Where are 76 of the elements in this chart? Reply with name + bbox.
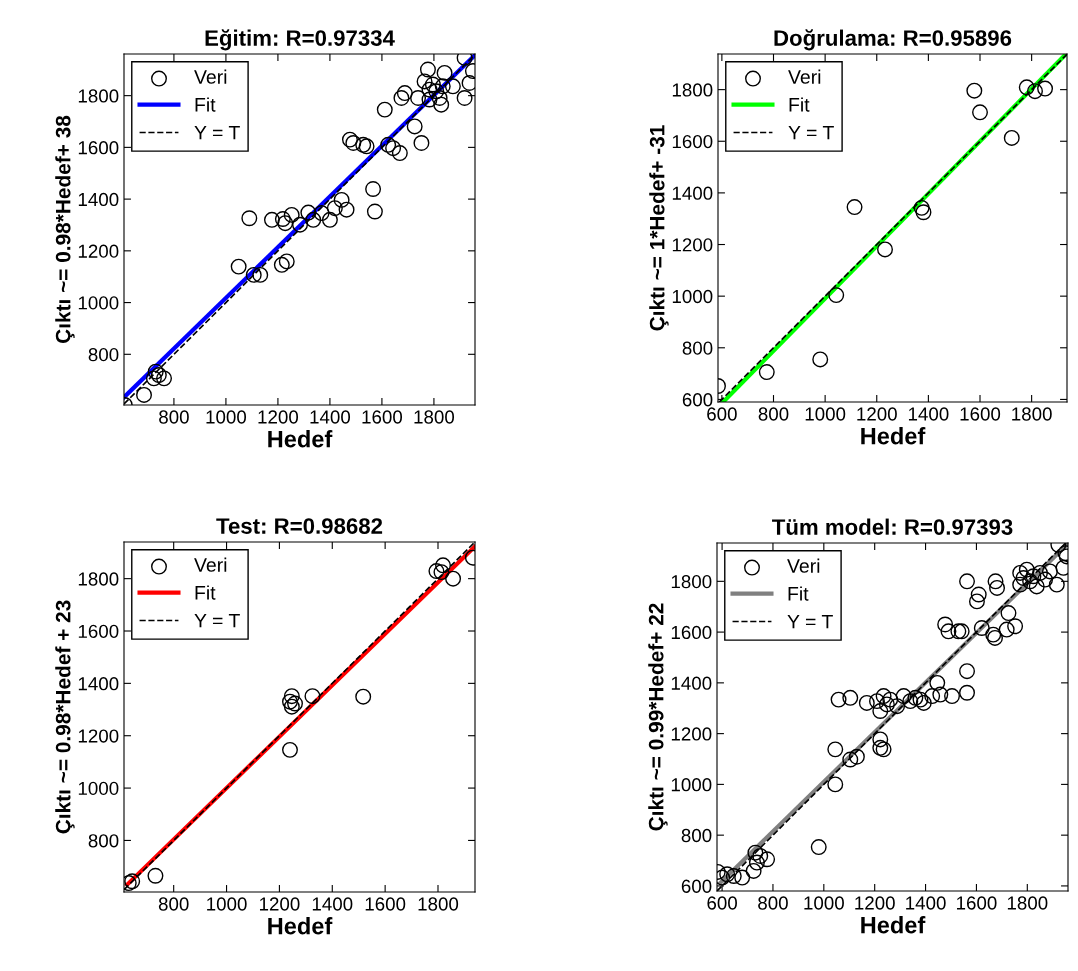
y-tick-label: 1200 — [672, 238, 713, 252]
y-tick-label: 1600 — [671, 625, 712, 640]
y-tick-label: 1800 — [78, 572, 119, 586]
y-tick-label: 1600 — [78, 624, 119, 638]
x-tick-label: 600 — [707, 407, 737, 421]
x-tick-label: 1400 — [908, 407, 949, 421]
x-axis-title: Hedef — [268, 430, 333, 448]
x-tick-label: 1800 — [418, 897, 459, 911]
chart-title: Doğrulama: R=0.95896 — [774, 29, 1012, 51]
y-tick-label: 1200 — [671, 727, 712, 741]
x-tick-label: 1000 — [805, 407, 846, 421]
x-tick-label: 1200 — [855, 896, 895, 910]
legend-label: Veri — [194, 69, 227, 84]
y-tick-label: 1000 — [78, 781, 119, 796]
x-tick-label: 1000 — [206, 410, 247, 424]
y-tick-label: 800 — [681, 828, 712, 843]
x-tick-label: 1800 — [414, 410, 455, 424]
y-tick-label: 800 — [88, 834, 119, 848]
x-tick-label: 1800 — [1007, 896, 1048, 910]
y-tick-label: 600 — [682, 393, 713, 407]
legend-label: Veri — [194, 557, 227, 572]
x-tick-label: 1600 — [957, 896, 997, 910]
y-axis-title: Çıktı ~= 1*Hedef+ -31 — [649, 125, 669, 331]
chart-title: Tüm model: R=0.97393 — [772, 518, 1013, 535]
y-tick-label: 800 — [88, 348, 119, 362]
y-axis-title: Çıktı ~= 0.99*Hedef+ 22 — [648, 603, 668, 831]
legend-label: Y = T — [194, 125, 240, 140]
y-tick-label: 1400 — [672, 186, 713, 200]
legend-label: Veri — [788, 69, 821, 84]
y-tick-label: 1200 — [78, 244, 119, 258]
x-tick-label: 1400 — [906, 896, 946, 910]
x-tick-label: 1000 — [207, 897, 247, 911]
x-tick-label: 1400 — [312, 897, 353, 911]
x-tick-label: 1600 — [362, 410, 403, 424]
y-tick-label: 1000 — [671, 778, 712, 792]
x-tick-label: 1800 — [1012, 407, 1052, 421]
x-tick-label: 800 — [758, 407, 789, 421]
y-tick-label: 1000 — [672, 289, 713, 304]
y-tick-label: 1600 — [78, 141, 119, 155]
x-tick-label: 800 — [758, 896, 788, 910]
y-tick-label: 600 — [681, 879, 712, 893]
x-tick-label: 1400 — [310, 410, 351, 424]
legend-label: Fit — [789, 97, 810, 112]
x-tick-label: 1600 — [960, 407, 1001, 421]
x-tick-label: 1000 — [804, 896, 844, 910]
legend-label: Y = T — [194, 613, 240, 628]
x-axis-title: Hedef — [268, 917, 333, 935]
x-tick-label: 600 — [707, 896, 737, 910]
y-tick-label: 1200 — [78, 729, 119, 743]
legend-label: Fit — [195, 97, 216, 112]
y-tick-label: 1400 — [78, 192, 119, 207]
y-axis-title: Çıktı ~= 0.98*Hedef + 23 — [55, 600, 75, 834]
y-axis-title: Çıktı ~= 0.98*Hedef+ 38 — [55, 115, 75, 343]
x-tick-label: 1200 — [857, 407, 897, 421]
x-tick-label: 800 — [159, 410, 189, 424]
legend-label: Y = T — [787, 614, 833, 629]
y-tick-label: 1800 — [671, 575, 712, 589]
x-tick-label: 1200 — [258, 410, 299, 424]
y-tick-label: 1800 — [672, 83, 713, 97]
chart-title: Eğitim: R=0.97334 — [205, 29, 395, 51]
y-tick-label: 1400 — [671, 676, 712, 690]
x-tick-label: 800 — [158, 897, 189, 911]
x-axis-title: Hedef — [861, 427, 926, 445]
legend-label: Veri — [787, 558, 820, 573]
y-tick-label: 800 — [682, 341, 713, 355]
y-tick-label: 1800 — [78, 89, 119, 103]
x-tick-label: 1200 — [259, 897, 300, 911]
x-axis-title: Hedef — [861, 916, 926, 934]
y-tick-label: 1000 — [78, 296, 119, 310]
chart-title: Test: R=0.98682 — [216, 518, 383, 534]
legend-label: Y = T — [788, 125, 834, 140]
y-tick-label: 1400 — [78, 677, 119, 691]
legend-label: Fit — [195, 585, 216, 600]
y-tick-label: 1600 — [672, 134, 713, 149]
x-tick-label: 1600 — [365, 897, 406, 911]
legend-label: Fit — [788, 586, 809, 601]
